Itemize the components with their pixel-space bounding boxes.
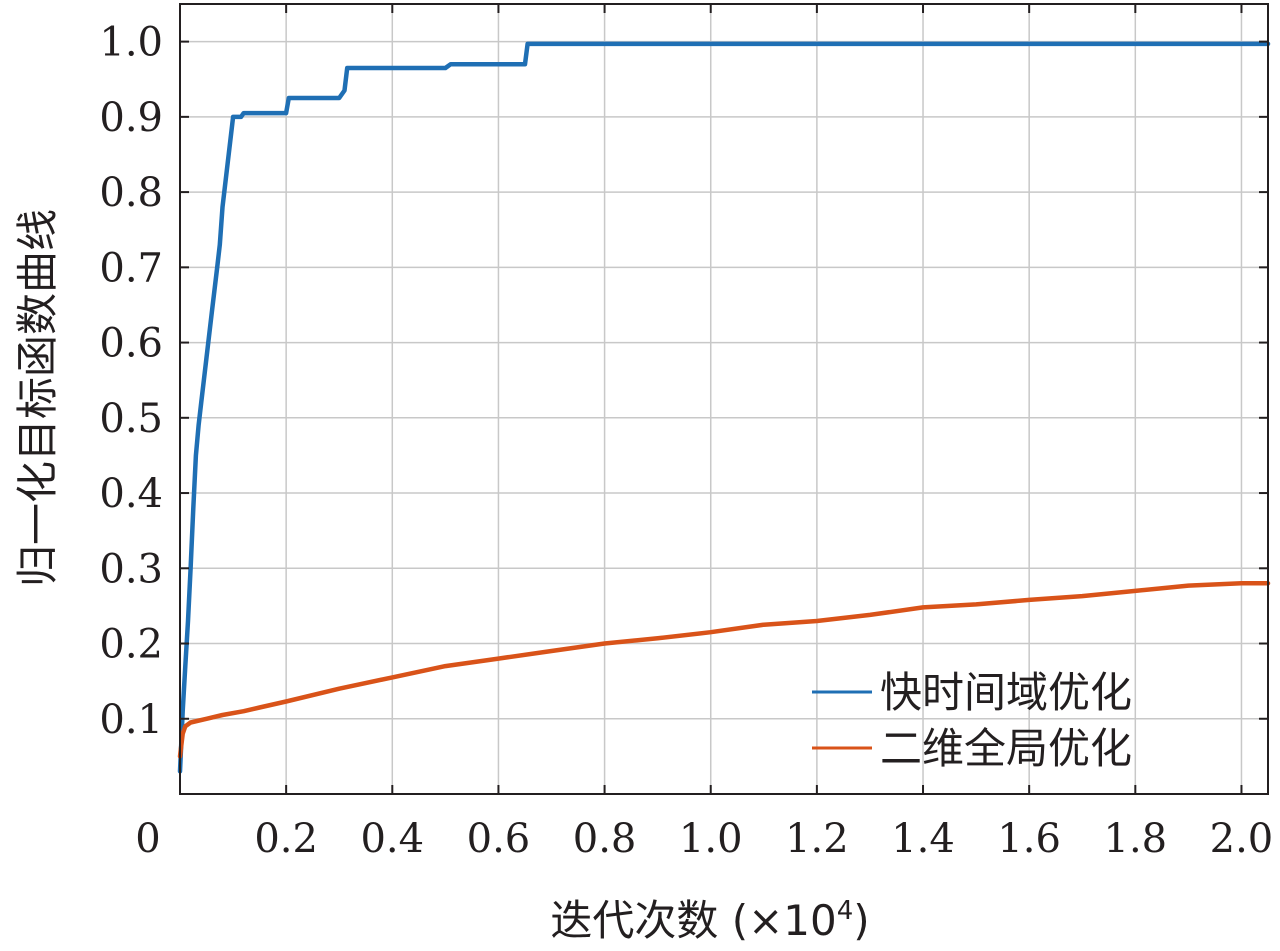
x-tick-label: 2.0: [1210, 816, 1274, 862]
series-line-2: [177, 581, 1271, 759]
x-tick-label: 1.2: [785, 816, 849, 862]
y-tick-label: 0.8: [99, 170, 163, 216]
y-tick-label: 0.6: [99, 321, 163, 367]
legend-label-series-2: 二维全局优化: [880, 724, 1132, 773]
x-tick-label: 1.0: [679, 816, 743, 862]
y-tick-label: 0.7: [99, 245, 163, 291]
y-tick-label: 0.4: [99, 471, 163, 517]
x-tick-label: 1.6: [997, 816, 1061, 862]
y-axis-label: 归一化目标函数曲线: [13, 209, 62, 587]
x-tick-label: 0.4: [360, 816, 424, 862]
y-tick-label: 0.9: [99, 95, 163, 141]
y-tick-labels: 0.1 0.2 0.3 0.4 0.5 0.6 0.7 0.8 0.9 1.0: [99, 20, 163, 743]
x-tick-label: 1.4: [891, 816, 955, 862]
x-tick-label: 0.2: [254, 816, 318, 862]
legend-label-series-1: 快时间域优化: [880, 668, 1132, 717]
series-layer: [177, 41, 1271, 774]
y-tick-label: 1.0: [99, 20, 163, 66]
x-tick-label: 0.6: [467, 816, 531, 862]
x-tick-label: 0: [135, 816, 160, 862]
plot-frame: [179, 3, 1269, 795]
grid: [180, 4, 1268, 794]
x-axis-label: 迭代次数 (×104): [550, 896, 869, 945]
x-tick-label: 0.8: [573, 816, 637, 862]
legend: 快时间域优化 二维全局优化: [812, 668, 1132, 773]
y-tick-label: 0.1: [99, 697, 163, 743]
y-tick-label: 0.5: [99, 396, 163, 442]
y-tick-label: 0.3: [99, 546, 163, 592]
axis-ticks: [179, 4, 1268, 794]
x-tick-label: 1.8: [1104, 816, 1168, 862]
y-tick-label: 0.2: [99, 622, 163, 668]
series-line-1: [177, 41, 1271, 774]
x-tick-labels: 0 0.2 0.4 0.6 0.8 1.0 1.2 1.4 1.6 1.8 2.0: [135, 816, 1273, 862]
